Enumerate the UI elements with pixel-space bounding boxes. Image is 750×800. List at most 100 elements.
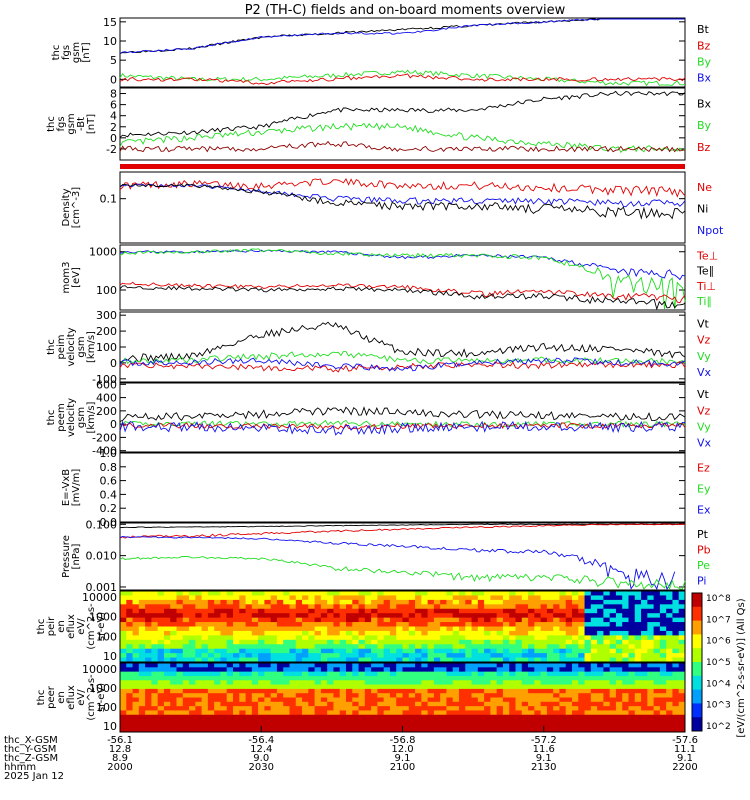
spectrogram-cell	[138, 644, 146, 650]
spectrogram-cell	[465, 697, 472, 703]
spectrogram-cell	[565, 653, 573, 658]
spectrogram-cell	[245, 701, 253, 707]
spectrogram-cell	[314, 644, 322, 650]
legend-Ey: Ey	[697, 483, 711, 496]
spectrogram-cell	[553, 595, 560, 601]
spectrogram-cell	[528, 680, 535, 685]
spectrogram-cell	[465, 639, 472, 645]
spectrogram-cell	[641, 657, 648, 663]
spectrogram-cell	[615, 644, 623, 650]
spectrogram-cell	[120, 671, 127, 677]
y-tick-label: 200	[96, 325, 117, 338]
spectrogram-cell	[245, 727, 253, 733]
spectrogram-cell	[289, 693, 297, 698]
spectrogram-cell	[427, 663, 435, 668]
spectrogram-cell	[647, 697, 655, 703]
spectrogram-cell	[302, 671, 309, 677]
spectrogram-cell	[515, 714, 523, 720]
spectrogram-cell	[634, 693, 642, 698]
spectrogram-cell	[157, 706, 165, 711]
spectrogram-cell	[214, 675, 221, 681]
x-tick-label-t: 2000	[107, 762, 132, 773]
spectrogram-cell	[666, 653, 673, 658]
y-axis-label-line: [nPa]	[71, 543, 82, 569]
spectrogram-cell	[327, 622, 334, 627]
spectrogram-cell	[584, 706, 592, 711]
spectrogram-cell	[452, 701, 460, 707]
spectrogram-cell	[597, 648, 604, 654]
spectrogram-cell	[251, 714, 259, 720]
spectrogram-cell	[647, 667, 655, 673]
spectrogram-cell	[515, 604, 523, 610]
spectrogram-cell	[289, 671, 297, 677]
spectrogram-cell	[132, 710, 140, 716]
spectrogram-cell	[352, 630, 359, 636]
spectrogram-cell	[440, 639, 447, 645]
spectrogram-cell	[622, 663, 629, 668]
spectrogram-cell	[371, 667, 378, 673]
spectrogram-cell	[151, 701, 159, 707]
spectrogram-cell	[258, 604, 265, 610]
spectrogram-cell	[226, 688, 234, 694]
spectrogram-cell	[496, 675, 504, 681]
spectrogram-cell	[590, 675, 598, 681]
spectrogram-cell	[590, 626, 598, 632]
spectrogram-cell	[615, 693, 623, 698]
spectrogram-cell	[490, 648, 498, 654]
spectrogram-cell	[270, 706, 278, 711]
spectrogram-cell	[572, 727, 579, 733]
spectrogram-cell	[440, 595, 447, 601]
spectrogram-cell	[396, 684, 403, 690]
spectrogram-cell	[233, 622, 240, 627]
spectrogram-cell	[295, 671, 303, 677]
spectrogram-cell	[471, 630, 479, 636]
spectrogram-cell	[308, 622, 316, 627]
spectrogram-cell	[402, 644, 410, 650]
spectrogram-cell	[176, 671, 184, 677]
spectrogram-cell	[672, 667, 680, 673]
spectrogram-cell	[578, 657, 585, 663]
spectrogram-cell	[572, 595, 579, 601]
spectrogram-cell	[540, 613, 548, 619]
spectrogram-cell	[515, 663, 523, 668]
spectrogram-cell	[383, 591, 391, 596]
spectrogram-cell	[528, 648, 535, 654]
spectrogram-cell	[151, 657, 159, 663]
colorbar-segment	[692, 634, 702, 649]
spectrogram-cell	[157, 599, 165, 605]
spectrogram-cell	[289, 599, 297, 605]
spectrogram-cell	[540, 710, 548, 716]
spectrogram-cell	[314, 622, 322, 627]
spectrogram-cell	[609, 693, 617, 698]
spectrogram-cell	[421, 719, 429, 724]
spectrogram-cell	[477, 657, 485, 663]
spectrogram-cell	[145, 604, 152, 610]
trace-ve-Vz	[119, 422, 686, 430]
spectrogram-cell	[289, 697, 297, 703]
spectrogram-cell	[402, 706, 410, 711]
spectrogram-cell	[572, 675, 579, 681]
spectrogram-cell	[320, 622, 328, 627]
spectrogram-cell	[546, 710, 554, 716]
spectrogram-cell	[251, 617, 259, 623]
y-axis-label-line: thc	[46, 410, 57, 426]
spectrogram-cell	[377, 595, 385, 601]
spectrogram-cell	[540, 693, 548, 698]
spectrogram-cell	[584, 644, 592, 650]
spectrogram-cell	[327, 723, 334, 729]
spectrogram-cell	[521, 727, 529, 733]
spectrogram-cell	[333, 667, 341, 673]
spectrogram-cell	[559, 595, 567, 601]
y-axis-label-line: gsm	[66, 113, 77, 134]
spectrogram-cell	[496, 701, 504, 707]
spectrogram-cell	[320, 701, 328, 707]
spectrogram-cell	[276, 706, 284, 711]
spectrogram-cell	[157, 727, 165, 733]
spectrogram-cell	[138, 680, 146, 685]
spectrogram-cell	[170, 675, 177, 681]
spectrogram-cell	[358, 719, 366, 724]
spectrogram-cell	[408, 710, 416, 716]
spectrogram-cell	[590, 591, 598, 596]
spectrogram-cell	[433, 688, 441, 694]
spectrogram-cell	[264, 706, 272, 711]
